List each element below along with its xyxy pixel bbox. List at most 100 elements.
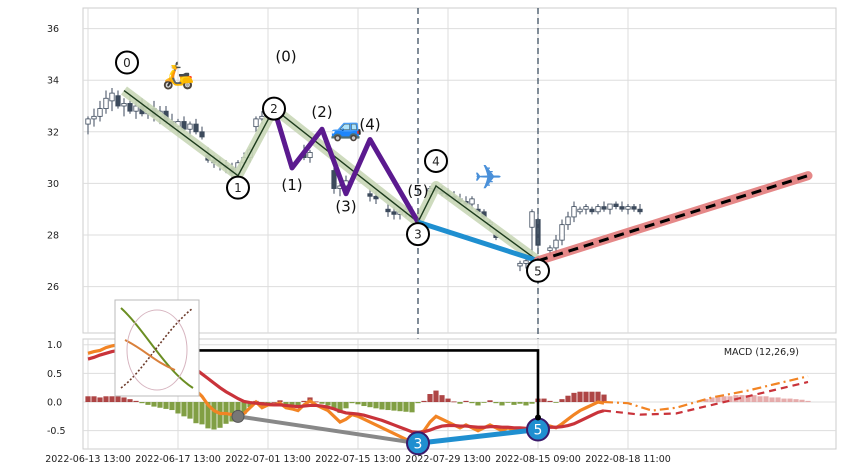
macd-histogram-bar <box>541 398 547 403</box>
candle-body <box>517 262 523 267</box>
candle-body <box>469 198 475 205</box>
primary-wave-label: 2 <box>270 102 278 116</box>
macd-histogram-bar <box>103 396 109 403</box>
macd-histogram-bar <box>517 402 523 404</box>
candle-body <box>91 115 97 120</box>
projected-histogram-bar <box>739 395 745 403</box>
macd-histogram-bar <box>157 402 163 408</box>
candle-body <box>601 206 607 210</box>
macd-histogram-bar <box>529 402 535 404</box>
macd-histogram-bar <box>451 401 457 403</box>
candle-body <box>571 206 577 218</box>
projected-histogram-bar <box>721 396 727 403</box>
macd-histogram-bar <box>91 396 97 403</box>
candle-body <box>613 203 619 208</box>
projected-histogram-bar <box>781 398 787 403</box>
macd-histogram-bar <box>457 402 463 404</box>
macd-histogram-bar <box>139 402 145 404</box>
candle-body <box>547 247 553 251</box>
macd-histogram-bar <box>553 402 559 403</box>
x-tick-label: 2022-06-17 13:00 <box>135 454 221 465</box>
price-y-tick-label: 36 <box>47 24 59 35</box>
price-y-tick-label: 32 <box>47 127 59 138</box>
macd-panel: 1.0 0.5 0.0 -0.5 2022-06-13 13:00 2022-06-17 … <box>45 299 837 465</box>
candle-body <box>577 208 583 213</box>
macd-histogram-bar <box>85 396 91 403</box>
projected-histogram-bar <box>799 399 805 403</box>
macd-histogram-bar <box>481 402 487 403</box>
projected-histogram-bar <box>703 399 709 403</box>
price-y-tick-label: 30 <box>47 179 59 190</box>
x-tick-label: 2022-08-15 09:00 <box>495 454 581 465</box>
candle-body <box>607 203 613 210</box>
macd-histogram-bar <box>277 400 283 403</box>
macd-y-tick-label: 1.0 <box>47 340 62 351</box>
primary-wave-line <box>123 89 539 262</box>
projected-histogram-bar <box>805 400 811 403</box>
macd-histogram-bar <box>427 394 433 403</box>
macd-histogram-bar <box>313 401 319 403</box>
candle-body <box>619 206 625 210</box>
macd-histogram-bar <box>301 400 307 403</box>
secondary-wave-label: (1) <box>281 176 302 194</box>
car-icon: 🚙 <box>330 113 362 143</box>
macd-y-tick-label: -0.5 <box>47 426 66 437</box>
primary-wave-label-circle <box>115 50 139 75</box>
projected-histogram-bar <box>775 397 781 403</box>
macd-histogram-bar <box>205 402 211 429</box>
projected-histogram-bar <box>769 397 775 403</box>
projected-macd-line <box>603 375 809 412</box>
macd-histogram-bar <box>499 402 505 406</box>
macd-histogram-bar <box>97 397 103 403</box>
candle-body <box>595 206 601 213</box>
x-tick-label: 2022-07-29 13:00 <box>405 454 491 465</box>
primary-wave-label-circle <box>262 96 286 121</box>
candle-body <box>109 92 115 102</box>
x-tick-label: 2022-08-18 11:00 <box>585 454 671 465</box>
projected-histogram-bar <box>757 396 763 403</box>
candle-body <box>253 118 259 128</box>
macd-histogram-bar <box>295 402 301 407</box>
macd-histogram-bar <box>187 402 193 419</box>
macd-grey-trend <box>237 414 419 446</box>
candle-body <box>115 95 121 107</box>
macd-histogram-bar <box>181 402 187 417</box>
macd-histogram-bar <box>487 400 493 403</box>
macd-histogram-bar <box>373 402 379 409</box>
macd-histogram-bar <box>247 402 253 408</box>
primary-wave-label: 1 <box>234 181 242 195</box>
macd-histogram-bar <box>571 392 577 403</box>
projected-signal-line <box>603 380 809 416</box>
candle-body <box>97 108 103 117</box>
macd-histogram-bar <box>265 402 271 403</box>
price-y-tick-label: 34 <box>47 76 59 87</box>
secondary-wave-label: (3) <box>335 198 356 216</box>
macd-histogram-bar <box>583 391 589 403</box>
blue-trend-line <box>417 219 539 264</box>
macd-histogram-bar <box>241 402 247 415</box>
candle-body <box>583 206 589 210</box>
price-frame <box>82 7 837 334</box>
candle-body <box>199 131 205 138</box>
candle-body <box>625 206 631 210</box>
macd-wave-point <box>406 431 430 456</box>
macd-wave-point-label: 3 <box>414 436 423 452</box>
candle-body <box>565 216 571 226</box>
candle-body <box>127 103 133 112</box>
secondary-wave-line <box>271 107 421 224</box>
price-y-tick-label: 28 <box>47 230 59 241</box>
macd-histogram-bar <box>355 402 361 405</box>
airplane-icon: ✈ <box>474 158 503 198</box>
secondary-wave-label: (2) <box>311 103 332 121</box>
macd-histogram-bar <box>343 402 349 409</box>
macd-histogram-bar <box>193 402 199 424</box>
inset-ellipse <box>126 309 188 391</box>
macd-y-tick-label: 0.0 <box>47 398 62 409</box>
secondary-wave-label: (5) <box>407 182 428 200</box>
connector-bracket <box>195 349 540 418</box>
macd-histogram-bar <box>511 402 517 405</box>
macd-histogram-bar <box>391 402 397 411</box>
candle-body <box>331 170 337 189</box>
macd-histogram-bar <box>565 395 571 403</box>
